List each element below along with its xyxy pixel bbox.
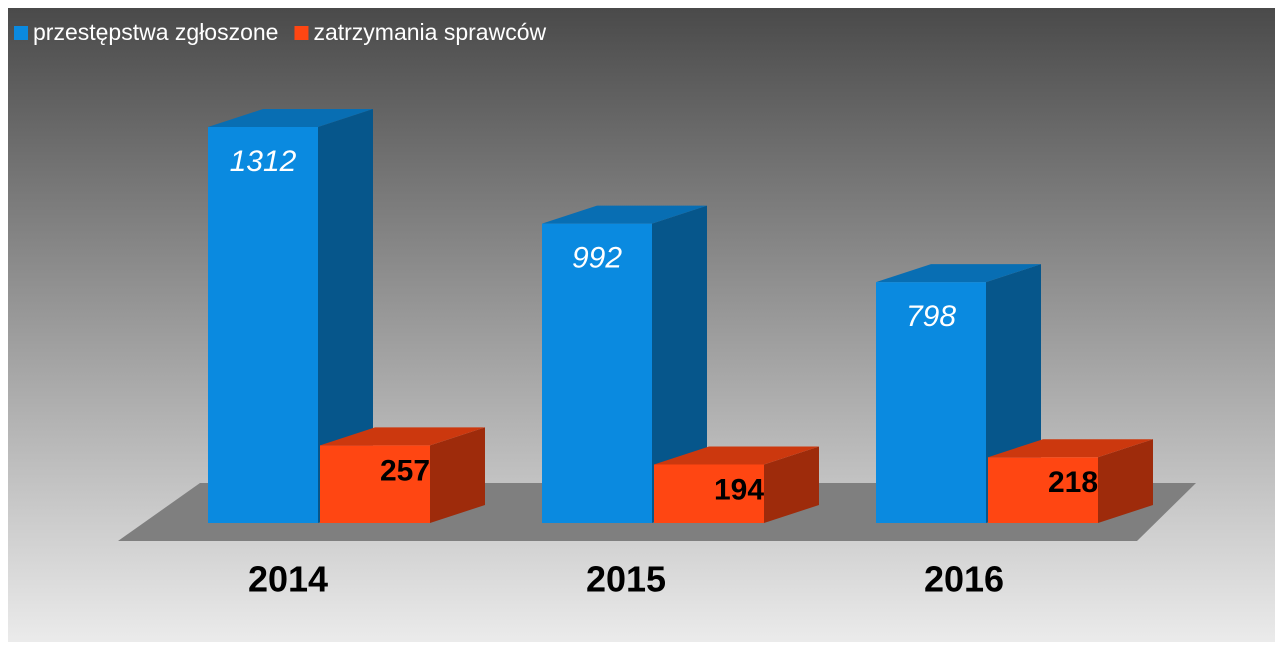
x-tick-label: 2014	[248, 559, 328, 600]
bar-face	[208, 109, 373, 127]
bar	[542, 205, 707, 523]
bar	[208, 109, 373, 523]
bar	[654, 446, 819, 523]
data-label: 218	[1048, 466, 1098, 499]
bar-face	[1098, 439, 1153, 523]
data-label: 257	[380, 454, 430, 487]
legend-swatch	[14, 26, 28, 40]
bar-face	[654, 464, 764, 523]
bar-face	[876, 264, 1041, 283]
bar-face	[430, 427, 485, 523]
x-tick-label: 2016	[924, 559, 1004, 600]
data-label: 1312	[230, 145, 297, 178]
bar-face	[988, 457, 1098, 523]
bar-face	[320, 427, 485, 446]
legend-swatch	[294, 26, 309, 40]
bar-face	[318, 109, 373, 523]
data-label: 992	[572, 242, 622, 275]
bar-face	[764, 446, 819, 523]
bar-face	[652, 205, 707, 523]
bar	[988, 439, 1153, 523]
bar-face	[320, 445, 430, 523]
x-tick-label: 2015	[586, 559, 666, 600]
data-label: 798	[906, 300, 956, 333]
bar	[320, 427, 485, 523]
bar-face	[654, 446, 819, 465]
data-label: 194	[714, 473, 764, 506]
legend-label: przestępstwa zgłoszone	[33, 19, 278, 45]
bar-face	[988, 439, 1153, 458]
bar-face	[208, 127, 318, 523]
bar-face	[876, 282, 986, 523]
legend-label: zatrzymania sprawców	[313, 19, 546, 45]
bar-face	[542, 223, 652, 523]
bar-face	[542, 205, 707, 224]
